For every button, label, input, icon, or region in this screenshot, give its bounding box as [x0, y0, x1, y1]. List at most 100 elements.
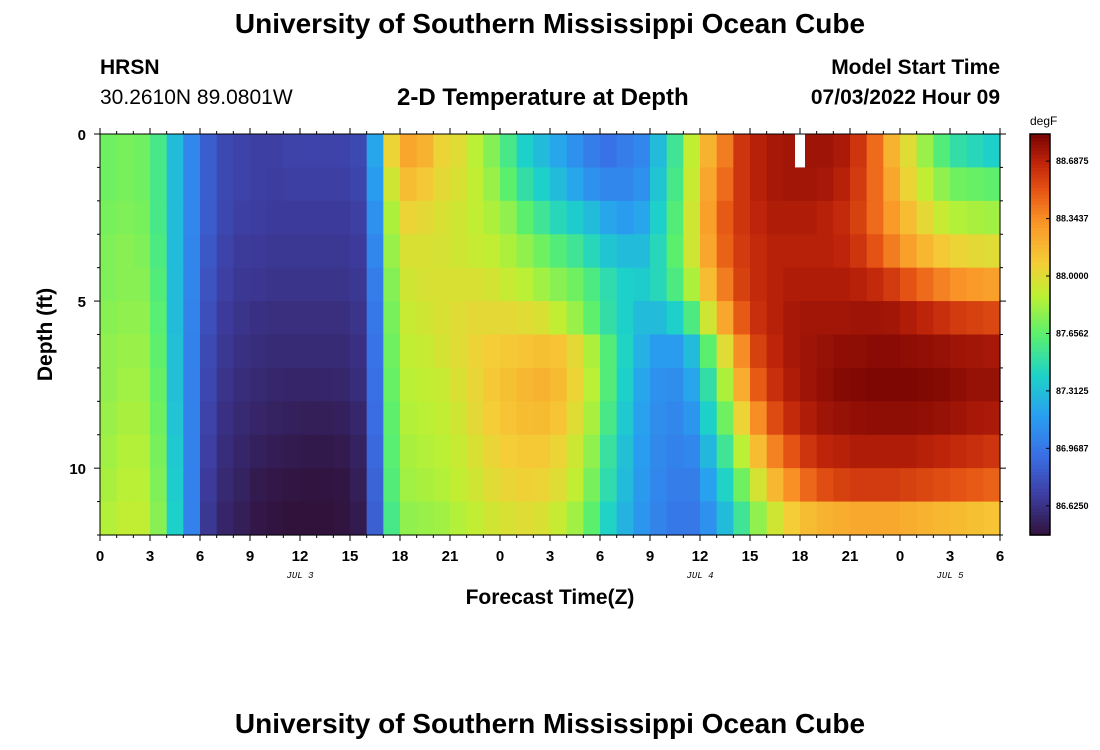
heatmap-cell [150, 167, 168, 202]
x-tick-label: 9 [646, 548, 654, 565]
heatmap-cell [766, 334, 784, 369]
heatmap-cell [566, 468, 584, 503]
heatmap-cell [583, 267, 601, 302]
colorbar-segment [1030, 311, 1050, 316]
heatmap-cell [533, 267, 551, 302]
heatmap-cell [483, 501, 501, 536]
heatmap-cell [383, 167, 401, 202]
heatmap-cell [166, 501, 184, 536]
heatmap-cell [566, 134, 584, 169]
heatmap-cell [733, 301, 751, 336]
heatmap-cell [783, 301, 801, 336]
heatmap-cell [916, 468, 934, 503]
heatmap-cell [116, 267, 134, 302]
heatmap-cell [833, 501, 851, 536]
missing-data-cell [795, 134, 805, 168]
heatmap-cell [483, 301, 501, 336]
colorbar-segment [1030, 240, 1050, 245]
heatmap-cell [416, 334, 434, 369]
heatmap-cell [416, 301, 434, 336]
heatmap-cell [116, 200, 134, 235]
colorbar: degF 88.6875 88.3437 88.0000 87.6562 87.3125 8… [1029, 114, 1089, 536]
x-tick-label: 15 [742, 548, 759, 565]
colorbar-segment [1030, 401, 1050, 406]
heatmap-cell [950, 434, 968, 469]
heatmap-cell [250, 134, 268, 169]
colorbar-segment [1030, 508, 1050, 513]
heatmap-cell [750, 367, 768, 402]
colorbar-segment [1030, 471, 1050, 476]
heatmap-cell [433, 301, 451, 336]
heatmap-cell [350, 134, 368, 169]
y-axis-label: Depth (ft) [34, 288, 57, 381]
heatmap-cell [500, 267, 518, 302]
heatmap-cell [733, 167, 751, 202]
heatmap-cell [650, 468, 668, 503]
chart-subtitle: 2-D Temperature at Depth [397, 84, 689, 111]
colorbar-segment [1030, 137, 1050, 142]
heatmap-cell [500, 501, 518, 536]
colorbar-segment [1030, 174, 1050, 179]
heatmap-cell [900, 267, 918, 302]
heatmap-cell [516, 401, 534, 436]
heatmap-cell [800, 501, 818, 536]
heatmap-cell [983, 434, 1001, 469]
heatmap-cell [433, 167, 451, 202]
heatmap-cell [733, 468, 751, 503]
heatmap-cell [933, 301, 951, 336]
heatmap-cell [116, 234, 134, 269]
heatmap-cell [483, 401, 501, 436]
x-tick-label: 12 [692, 548, 709, 565]
heatmap-cell [150, 434, 168, 469]
colorbar-segment [1030, 371, 1050, 376]
heatmap-cell [883, 234, 901, 269]
heatmap-cell [183, 167, 201, 202]
heatmap-cell [300, 501, 318, 536]
heatmap-cell [733, 401, 751, 436]
heatmap-cell [700, 367, 718, 402]
heatmap-cell [166, 200, 184, 235]
colorbar-segment [1030, 478, 1050, 483]
heatmap-cell [250, 267, 268, 302]
heatmap-cell [766, 301, 784, 336]
heatmap-cell [516, 134, 534, 169]
heatmap-cell [583, 234, 601, 269]
heatmap-cell [550, 468, 568, 503]
heatmap-cell [416, 267, 434, 302]
heatmap-cell [300, 134, 318, 169]
heatmap-cell [716, 301, 734, 336]
heatmap-cell [350, 401, 368, 436]
heatmap-cell [666, 267, 684, 302]
colorbar-segment [1030, 167, 1050, 172]
heatmap-cell [316, 434, 334, 469]
heatmap-cell [266, 501, 284, 536]
colorbar-tick-label: 86.6250 [1056, 501, 1089, 511]
heatmap-cell [516, 367, 534, 402]
heatmap-cell [566, 301, 584, 336]
colorbar-segment [1030, 387, 1050, 392]
heatmap-cell [916, 434, 934, 469]
heatmap-cell [300, 234, 318, 269]
heatmap-cell [600, 367, 618, 402]
heatmap-cell [516, 334, 534, 369]
heatmap-cell [533, 334, 551, 369]
heatmap-cell [483, 334, 501, 369]
heatmap-cell [216, 234, 234, 269]
heatmap-cell [500, 200, 518, 235]
heatmap-cell [416, 167, 434, 202]
heatmap-cell [383, 200, 401, 235]
heatmap-cell [633, 267, 651, 302]
heatmap-cell [433, 134, 451, 169]
heatmap-cell [200, 501, 218, 536]
heatmap-cell [116, 501, 134, 536]
heatmap-cell [683, 367, 701, 402]
heatmap-cell [400, 468, 418, 503]
heatmap-cell [633, 468, 651, 503]
x-tick-label: 9 [246, 548, 254, 565]
heatmap-cell [966, 401, 984, 436]
heatmap-cell [916, 401, 934, 436]
heatmap-cell [833, 468, 851, 503]
heatmap-cell [383, 501, 401, 536]
heatmap-cell [750, 468, 768, 503]
heatmap-cell [566, 234, 584, 269]
